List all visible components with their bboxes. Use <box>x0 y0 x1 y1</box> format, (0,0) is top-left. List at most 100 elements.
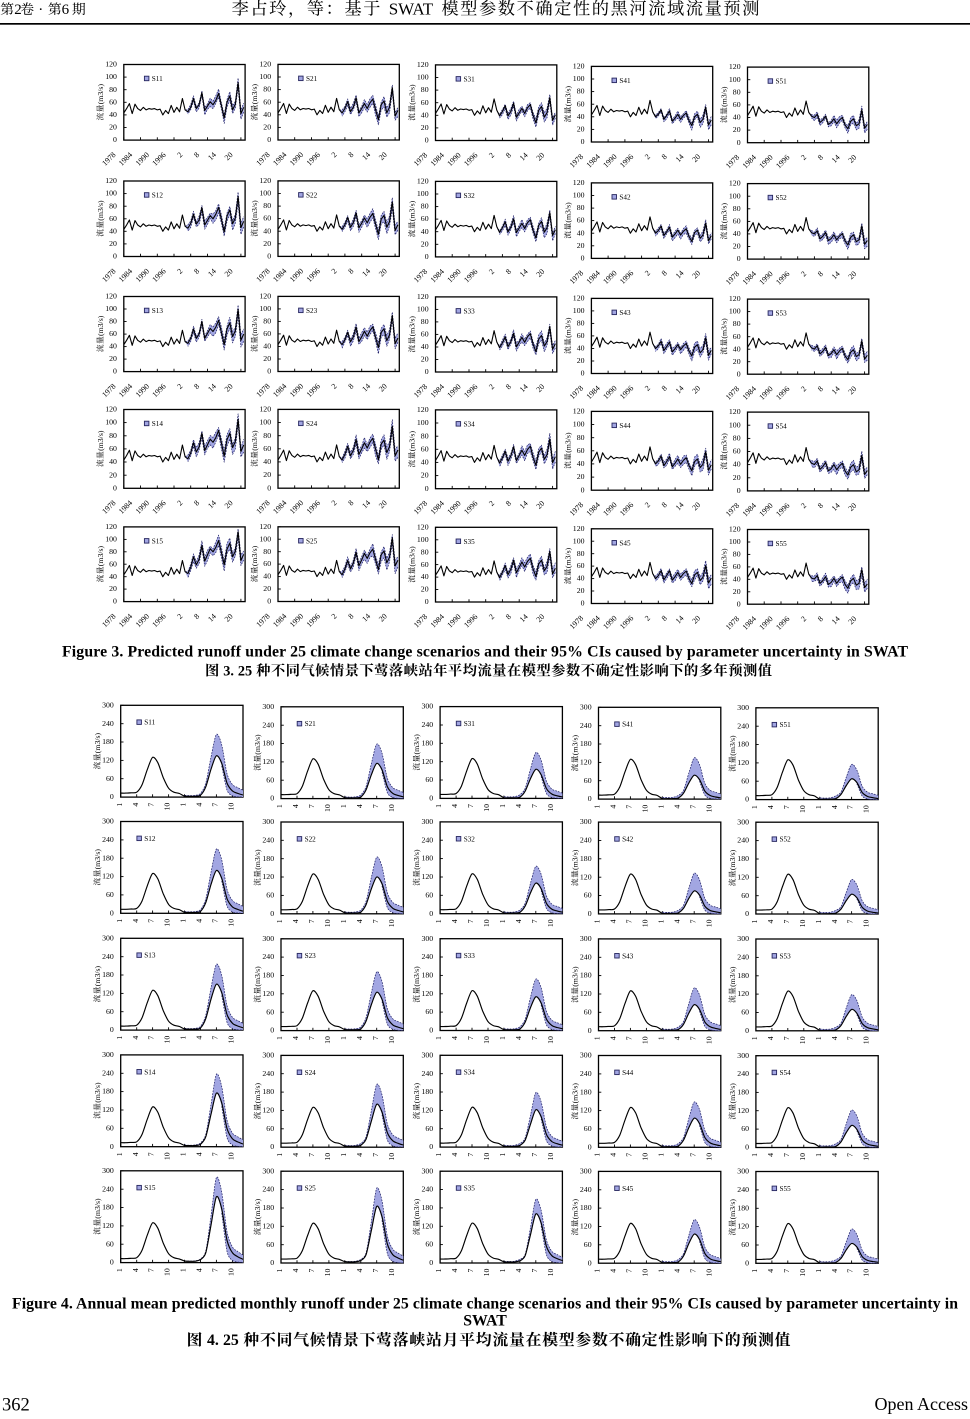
svg-text:0: 0 <box>110 792 114 801</box>
svg-text:60: 60 <box>733 100 741 109</box>
svg-text:(m3/s): (m3/s) <box>250 430 259 451</box>
svg-text:20: 20 <box>223 150 235 162</box>
svg-text:60: 60 <box>733 562 741 571</box>
svg-text:0: 0 <box>110 1025 114 1034</box>
svg-text:4: 4 <box>131 1036 140 1040</box>
svg-text:180: 180 <box>421 854 433 863</box>
svg-text:120: 120 <box>417 292 429 301</box>
svg-text:7: 7 <box>466 1036 475 1040</box>
svg-text:240: 240 <box>580 1069 592 1078</box>
svg-text:14: 14 <box>674 384 686 396</box>
svg-text:10: 10 <box>862 805 871 813</box>
svg-text:240: 240 <box>421 835 433 844</box>
svg-text:4: 4 <box>355 919 364 923</box>
svg-text:100: 100 <box>105 304 117 313</box>
svg-text:60: 60 <box>106 1007 114 1016</box>
svg-text:60: 60 <box>425 775 433 784</box>
svg-text:40: 40 <box>109 457 117 466</box>
svg-text:60: 60 <box>584 891 592 900</box>
svg-text:0: 0 <box>581 254 585 263</box>
svg-text:10: 10 <box>387 804 396 812</box>
svg-text:8: 8 <box>660 614 669 623</box>
svg-text:(m3/s): (m3/s) <box>720 86 729 107</box>
svg-text:2: 2 <box>175 498 184 507</box>
svg-text:4: 4 <box>450 1269 459 1273</box>
svg-text:7: 7 <box>371 919 380 923</box>
svg-text:300: 300 <box>421 702 433 711</box>
svg-text:1: 1 <box>275 1036 284 1040</box>
svg-text:60: 60 <box>106 1123 114 1132</box>
svg-text:10: 10 <box>163 1268 172 1276</box>
svg-text:1: 1 <box>179 803 188 807</box>
svg-text:0: 0 <box>588 909 592 918</box>
svg-text:1: 1 <box>434 1153 443 1157</box>
svg-text:0: 0 <box>113 252 117 261</box>
svg-text:14: 14 <box>830 153 842 165</box>
svg-text:S43: S43 <box>619 309 631 317</box>
svg-text:60: 60 <box>425 1124 433 1133</box>
svg-text:7: 7 <box>846 1036 855 1040</box>
svg-text:(m3/s): (m3/s) <box>412 734 421 755</box>
svg-text:S35: S35 <box>464 538 476 546</box>
svg-text:4: 4 <box>131 1268 140 1272</box>
svg-text:0: 0 <box>270 1142 274 1151</box>
svg-text:7: 7 <box>147 1036 156 1040</box>
svg-text:20: 20 <box>733 587 741 596</box>
svg-text:180: 180 <box>737 740 749 749</box>
svg-text:1: 1 <box>339 1153 348 1157</box>
svg-text:180: 180 <box>737 1088 749 1097</box>
svg-text:120: 120 <box>573 524 585 533</box>
svg-text:100: 100 <box>259 418 271 427</box>
svg-text:10: 10 <box>387 1268 396 1276</box>
svg-text:8: 8 <box>816 384 825 393</box>
svg-text:8: 8 <box>816 614 825 623</box>
svg-text:20: 20 <box>534 151 546 163</box>
svg-text:S25: S25 <box>306 537 318 545</box>
svg-text:40: 40 <box>577 459 585 468</box>
svg-text:0: 0 <box>267 483 271 492</box>
svg-text:7: 7 <box>211 919 220 923</box>
svg-text:40: 40 <box>733 229 741 238</box>
svg-text:(m3/s): (m3/s) <box>96 315 105 336</box>
svg-text:7: 7 <box>307 1269 316 1273</box>
svg-text:4: 4 <box>514 804 523 808</box>
svg-text:0: 0 <box>737 486 741 495</box>
svg-text:10: 10 <box>323 919 332 927</box>
svg-text:240: 240 <box>262 952 274 961</box>
svg-text:80: 80 <box>733 550 741 559</box>
svg-text:120: 120 <box>259 405 271 414</box>
svg-text:S32: S32 <box>464 192 476 200</box>
svg-text:60: 60 <box>577 331 585 340</box>
svg-text:S12: S12 <box>152 192 164 200</box>
svg-text:120: 120 <box>417 177 429 186</box>
svg-text:120: 120 <box>573 178 585 187</box>
svg-text:4: 4 <box>291 804 300 808</box>
svg-text:240: 240 <box>421 952 433 961</box>
svg-text:7: 7 <box>371 1036 380 1040</box>
svg-text:80: 80 <box>577 433 585 442</box>
svg-text:7: 7 <box>846 805 855 809</box>
svg-text:4: 4 <box>766 805 775 809</box>
svg-text:1: 1 <box>593 919 602 923</box>
svg-text:1: 1 <box>275 804 284 808</box>
svg-text:10: 10 <box>704 1153 713 1161</box>
svg-text:2: 2 <box>643 268 652 277</box>
svg-text:6: 6 <box>62 2 70 18</box>
svg-text:4: 4 <box>766 920 775 924</box>
svg-text:7: 7 <box>846 1153 855 1157</box>
svg-text:240: 240 <box>102 1184 114 1193</box>
svg-text:Figure 4. Annual mean predicte: Figure 4. Annual mean predicted monthly … <box>12 1295 958 1312</box>
svg-text:20: 20 <box>577 356 585 365</box>
svg-text:60: 60 <box>109 329 117 338</box>
svg-text:60: 60 <box>421 330 429 339</box>
svg-text:60: 60 <box>109 444 117 453</box>
svg-text:100: 100 <box>259 189 271 198</box>
svg-text:0: 0 <box>745 795 749 804</box>
svg-text:8: 8 <box>192 612 201 621</box>
svg-text:120: 120 <box>102 872 114 881</box>
svg-text:(m3/s): (m3/s) <box>571 966 580 987</box>
svg-text:0: 0 <box>588 1142 592 1151</box>
svg-text:4.: 4. <box>207 1332 219 1349</box>
svg-text:120: 120 <box>421 1221 433 1230</box>
svg-text:180: 180 <box>102 737 114 746</box>
